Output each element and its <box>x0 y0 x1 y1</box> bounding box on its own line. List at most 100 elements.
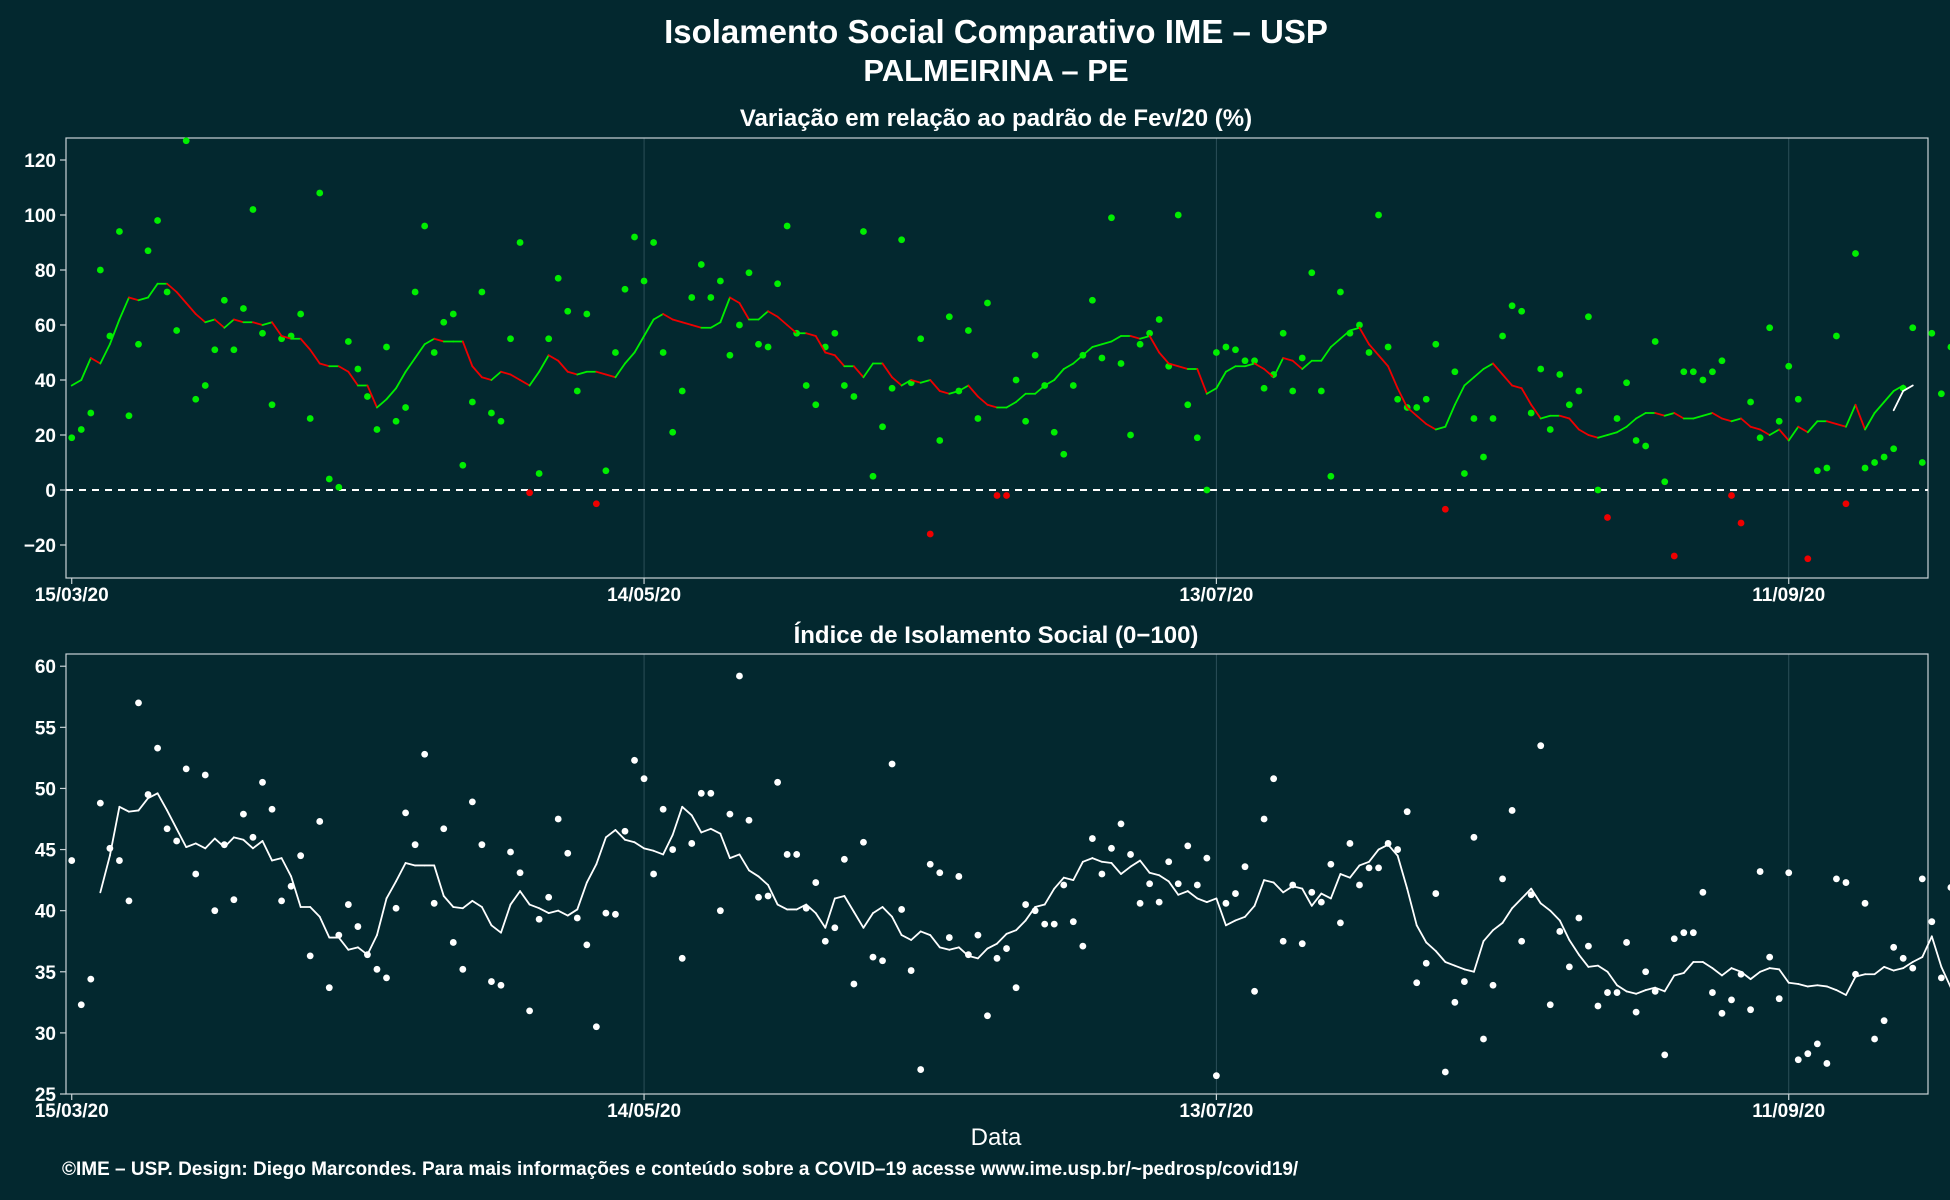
top-moving-average-segment <box>557 359 569 373</box>
top-data-point <box>1661 478 1669 486</box>
bottom-data-point <box>1184 842 1192 850</box>
top-moving-average-segment <box>1797 425 1809 434</box>
bottom-moving-average-segment <box>1196 897 1208 904</box>
top-data-point <box>631 233 638 241</box>
bottom-moving-average-segment <box>1062 876 1075 882</box>
bottom-data-point <box>507 848 514 856</box>
bottom-moving-average-segment <box>900 934 913 941</box>
top-moving-average-segment <box>824 351 836 357</box>
top-data-point <box>1747 398 1754 406</box>
bottom-data-point <box>554 815 562 823</box>
top-moving-average-segment <box>1301 359 1313 370</box>
top-moving-average-segment <box>194 313 207 324</box>
top-moving-average-segment <box>1272 357 1285 379</box>
top-moving-average-segment <box>1721 417 1733 423</box>
top-data-point <box>1003 492 1010 499</box>
bottom-moving-average-segment <box>881 906 893 918</box>
bottom-moving-average-segment <box>1644 986 1657 992</box>
top-moving-average-segment <box>500 370 512 376</box>
top-data-point <box>678 387 686 395</box>
top-data-point <box>1356 321 1363 329</box>
top-data-point <box>1871 459 1878 466</box>
bottom-moving-average-segment <box>1701 961 1714 970</box>
top-moving-average-segment <box>1806 420 1819 434</box>
top-data-point <box>421 222 429 230</box>
top-moving-average-segment <box>204 318 216 324</box>
bottom-moving-average-segment <box>204 837 216 850</box>
top-moving-average-segment <box>1377 354 1389 368</box>
top-moving-average-segment <box>1568 417 1580 431</box>
bottom-data-point <box>96 799 104 807</box>
top-moving-average-segment <box>805 332 817 337</box>
top-moving-average-segment <box>1606 431 1618 436</box>
top-moving-average-segment <box>1597 434 1609 439</box>
bottom-moving-average-segment <box>729 853 741 860</box>
top-data-point <box>1699 376 1707 384</box>
top-data-point <box>268 401 276 409</box>
top-x-tick-label: 14/05/20 <box>607 585 681 606</box>
bottom-moving-average-segment <box>509 890 521 906</box>
top-data-point <box>1012 376 1020 384</box>
top-data-point <box>802 382 810 389</box>
top-moving-average-segment <box>1654 412 1666 417</box>
top-data-point <box>860 228 867 235</box>
top-moving-average-segment <box>471 365 483 379</box>
bottom-moving-average-segment <box>719 832 731 860</box>
top-data-point <box>564 307 572 315</box>
top-moving-average-segment <box>1129 335 1141 340</box>
top-data-point <box>1394 395 1402 403</box>
top-moving-average-segment <box>509 373 521 381</box>
top-data-point <box>869 472 877 480</box>
top-moving-average-segment <box>1148 335 1161 354</box>
bottom-data-point <box>545 893 553 901</box>
bottom-data-point <box>316 818 324 825</box>
bottom-moving-average-segment <box>1816 984 1828 988</box>
top-data-point <box>1069 382 1077 389</box>
bottom-data-point <box>707 789 715 797</box>
bottom-data-point <box>1585 942 1592 950</box>
top-data-point <box>716 277 724 285</box>
top-moving-average-segment <box>986 403 998 409</box>
bottom-data-point <box>1527 891 1535 899</box>
top-moving-average-segment <box>137 296 149 302</box>
top-moving-average-segment <box>1196 368 1208 395</box>
page-subtitle: PALMEIRINA – PE <box>863 53 1128 88</box>
top-data-point <box>926 530 934 538</box>
bottom-data-point <box>716 907 724 915</box>
top-data-point <box>917 335 925 343</box>
top-moving-average-segment <box>1034 384 1046 395</box>
top-moving-average-segment <box>376 398 388 409</box>
bottom-moving-average-segment <box>967 954 979 960</box>
bottom-data-point <box>1594 1002 1602 1010</box>
top-moving-average-segment <box>1520 387 1533 406</box>
top-moving-average-segment <box>1387 365 1399 390</box>
top-y-tick-label: 20 <box>35 426 56 447</box>
top-data-point <box>249 206 257 213</box>
top-data-point <box>335 483 343 491</box>
bottom-moving-average-segment <box>490 924 502 934</box>
top-data-point <box>1146 329 1154 337</box>
bottom-moving-average-segment <box>1377 843 1389 851</box>
bottom-moving-average-segment <box>986 942 998 950</box>
top-moving-average-segment <box>1778 428 1790 442</box>
bottom-moving-average-segment <box>1625 990 1638 995</box>
top-moving-average-segment <box>1663 412 1676 417</box>
bottom-data-point <box>764 892 772 900</box>
bottom-moving-average-segment <box>1291 885 1304 890</box>
top-moving-average-segment <box>1015 392 1027 403</box>
top-data-point <box>1680 368 1688 376</box>
top-moving-average-segment <box>1749 425 1762 431</box>
bottom-data-point <box>1041 920 1049 928</box>
bottom-moving-average-segment <box>805 903 817 915</box>
bottom-moving-average-segment <box>1721 967 1733 977</box>
top-data-point <box>1794 395 1802 403</box>
top-data-point <box>1422 395 1430 403</box>
top-moving-average-segment <box>519 379 531 387</box>
top-data-point <box>468 398 476 406</box>
top-data-point <box>192 395 200 403</box>
bottom-moving-average-segment <box>833 895 846 900</box>
top-moving-average-segment <box>252 321 264 326</box>
top-y-tick-label: −20 <box>24 536 56 557</box>
bottom-x-tick-label: 14/05/20 <box>607 1101 681 1122</box>
top-data-point <box>1756 434 1764 442</box>
